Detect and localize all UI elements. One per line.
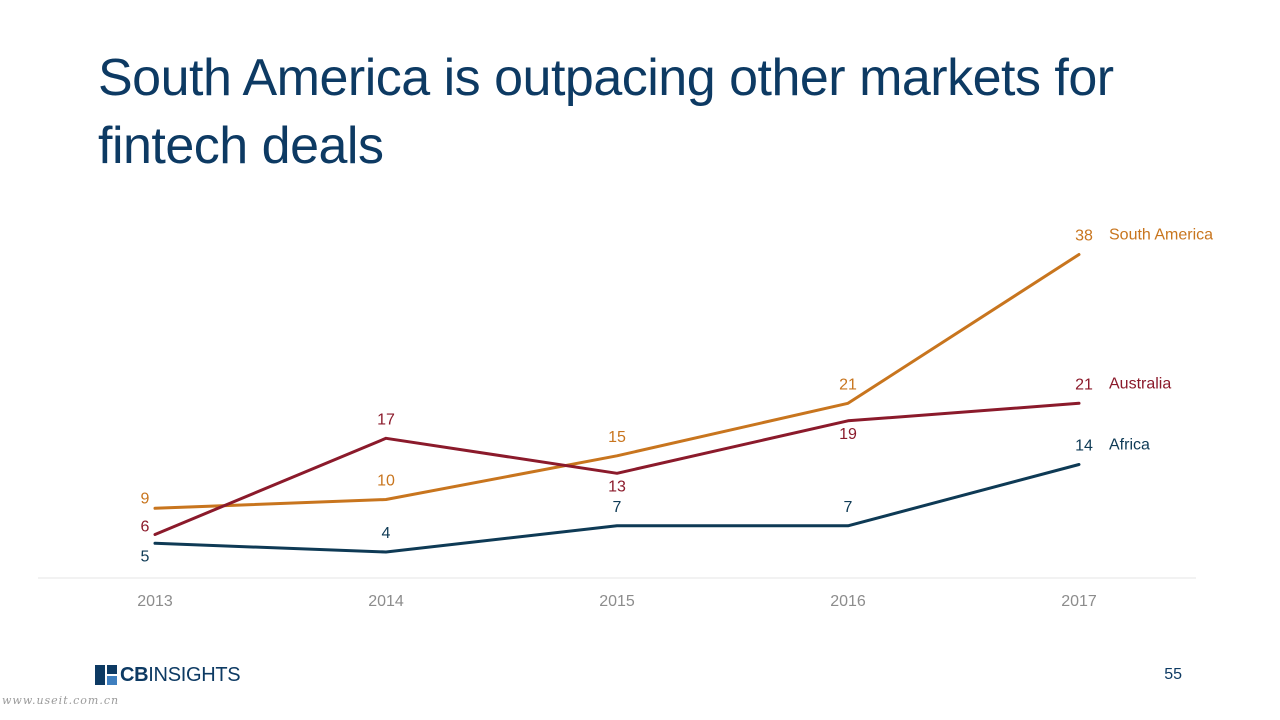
data-label-south-america-2014: 10 (377, 473, 395, 490)
series-lines (153, 253, 1081, 554)
data-label-south-america-2015: 15 (608, 429, 626, 446)
series-line-africa (153, 463, 1081, 554)
data-label-australia-2015: 13 (608, 478, 626, 495)
series-line-australia (153, 401, 1081, 536)
series-name-australia: Australia (1109, 375, 1171, 392)
data-label-australia-2016: 19 (839, 426, 857, 443)
data-label-africa-2015: 7 (613, 499, 622, 516)
x-tick-label-2013: 2013 (137, 593, 173, 610)
data-label-africa-2017: 14 (1075, 438, 1093, 455)
cb-insights-logo-icon (95, 665, 117, 685)
data-label-africa-2016: 7 (844, 499, 853, 516)
cb-insights-logo: CBINSIGHTS (95, 663, 241, 687)
logo-text: CBINSIGHTS (120, 663, 241, 687)
logo-insights: INSIGHTS (148, 663, 241, 686)
data-labels: 9 10 15 21 38 South America 6 17 13 19 21 Australia… (141, 227, 1214, 566)
data-label-south-america-2016: 21 (839, 376, 857, 393)
data-label-australia-2017: 21 (1075, 376, 1093, 393)
logo-cb: CB (120, 663, 149, 686)
x-tick-label-2015: 2015 (599, 593, 635, 610)
data-label-australia-2014: 17 (377, 411, 395, 428)
watermark: www.useit.com.cn (2, 694, 120, 707)
page-number: 55 (1164, 666, 1182, 683)
x-tick-label-2014: 2014 (368, 593, 404, 610)
x-tick-label-2016: 2016 (830, 593, 866, 610)
data-label-africa-2013: 5 (141, 548, 150, 565)
x-axis-ticks: 2013 2014 2015 2016 2017 (137, 593, 1097, 610)
data-label-africa-2014: 4 (382, 525, 391, 542)
series-name-south-america: South America (1109, 227, 1213, 244)
page-title: South America is outpacing other markets… (98, 49, 1114, 175)
series-name-africa: Africa (1109, 437, 1150, 454)
data-label-south-america-2017: 38 (1075, 228, 1093, 245)
data-label-australia-2013: 6 (141, 519, 150, 536)
series-line-south-america (153, 253, 1081, 510)
x-tick-label-2017: 2017 (1061, 593, 1097, 610)
data-label-south-america-2013: 9 (141, 490, 150, 507)
